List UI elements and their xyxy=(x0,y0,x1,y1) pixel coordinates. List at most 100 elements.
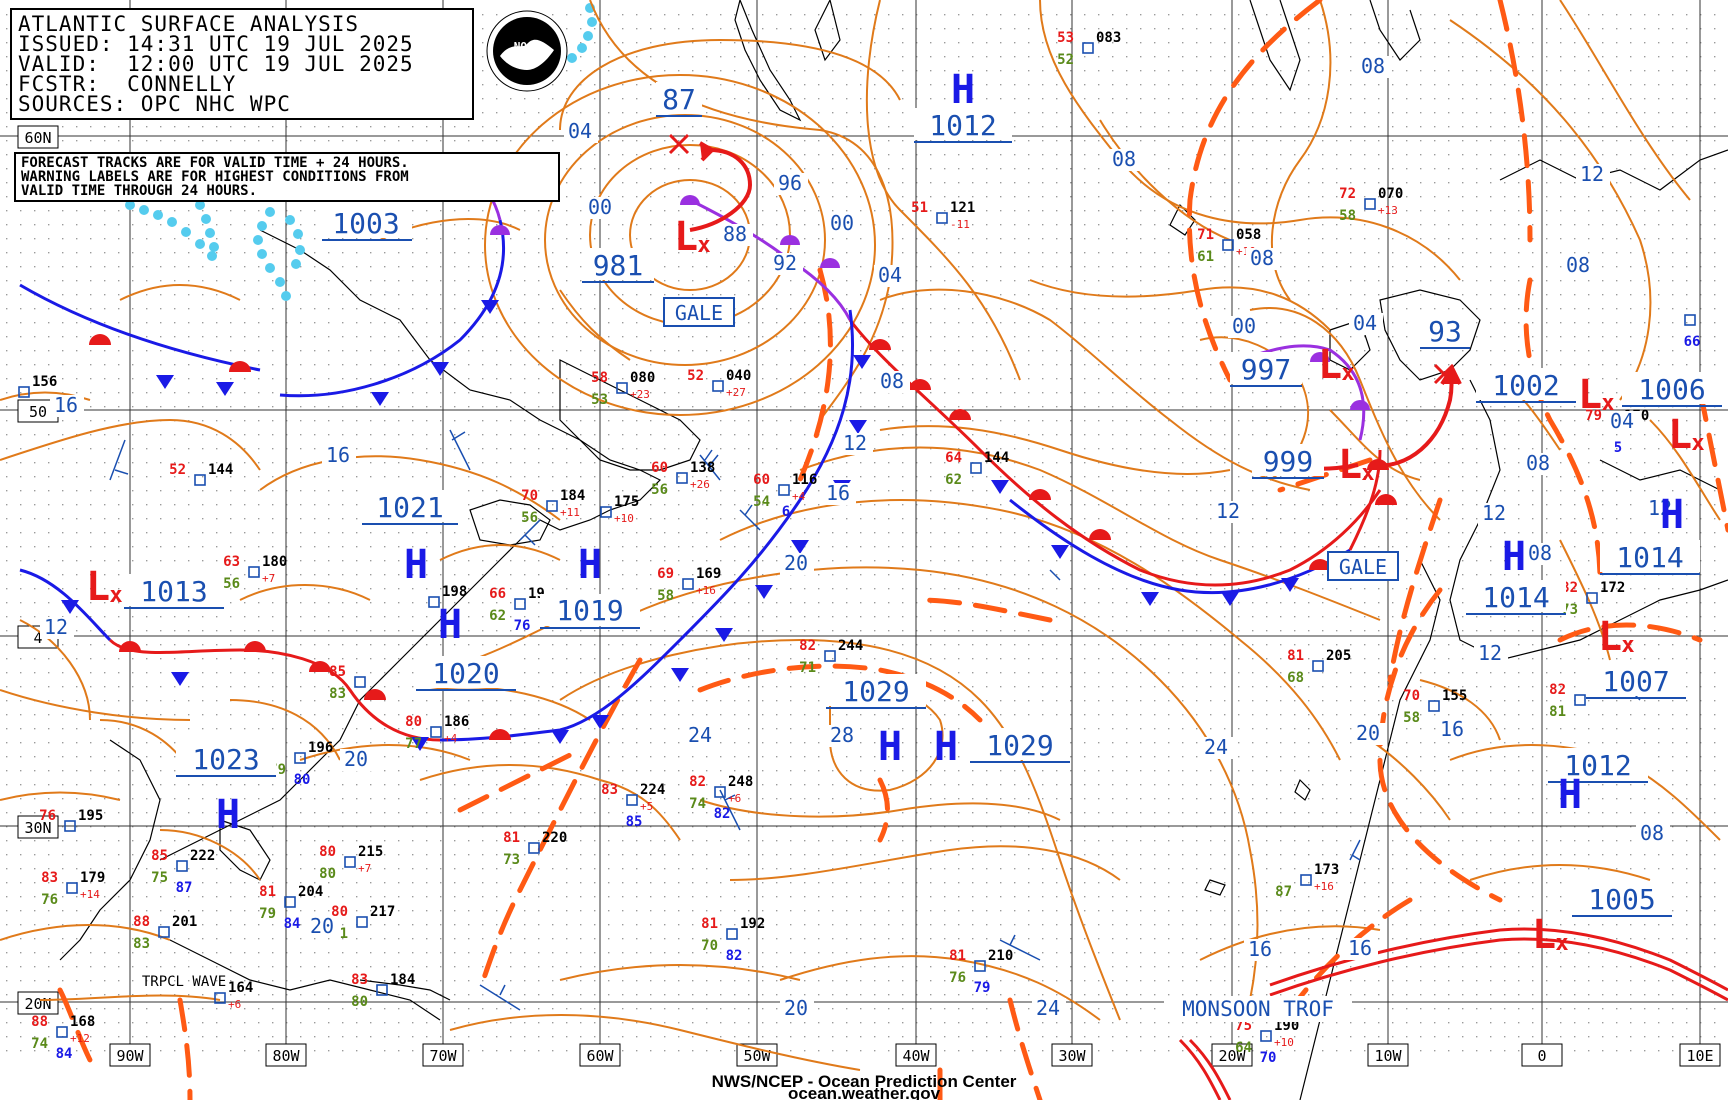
station-plot: 76 195 xyxy=(39,808,103,832)
station-dewpoint: 77 xyxy=(405,736,422,752)
station-pressure: 083 xyxy=(1096,30,1121,46)
station-plot: 83 179 +14 76 xyxy=(41,870,105,908)
tropical-wave-label: TRPCL WAVE xyxy=(142,974,226,990)
warm-front-semicircle xyxy=(869,339,891,350)
station-pressure: 172 xyxy=(1600,580,1625,596)
station-temperature: 52 xyxy=(169,462,186,478)
isobar-label: 88 xyxy=(723,222,747,246)
high-center: H 1029 xyxy=(934,724,1070,770)
isobar-label-bg xyxy=(1344,938,1378,960)
longitude-label: 0 xyxy=(1537,1047,1546,1065)
svg-text:H: H xyxy=(1660,492,1684,538)
station-marker xyxy=(176,860,188,872)
high-value: 1019 xyxy=(556,594,623,627)
svg-text:x: x xyxy=(1621,633,1634,658)
station-dewpoint: 70 xyxy=(701,938,718,954)
low-value: 981 xyxy=(593,249,644,282)
isobar-label-bg xyxy=(876,371,910,393)
logo-text: NOAA xyxy=(514,40,541,53)
station-pressure: 224 xyxy=(640,782,665,798)
station-plot: 60 116 +4 54 6 xyxy=(753,472,817,520)
station-pressure: 196 xyxy=(308,740,333,756)
isobar-label: 16 xyxy=(826,481,850,505)
station-pressure: 205 xyxy=(1326,648,1351,664)
station-temperature: 52 xyxy=(687,368,704,384)
isobar-label-bg xyxy=(1522,453,1556,475)
station-extra-value: 76 xyxy=(514,618,531,634)
high-value: 1020 xyxy=(432,657,499,690)
isobar-label-bg xyxy=(1562,255,1596,277)
station-marker xyxy=(1586,592,1598,604)
station-pressure-tendency: +6 xyxy=(228,998,241,1011)
isobar-label: 04 xyxy=(1353,311,1377,335)
isobar-label: 16 xyxy=(1440,717,1464,741)
svg-text:x: x xyxy=(1555,931,1568,956)
station-dewpoint: 58 xyxy=(1339,208,1356,224)
latitude-label-box xyxy=(17,991,59,1015)
svg-text:H: H xyxy=(1558,772,1582,818)
longitude-label: 20W xyxy=(1218,1047,1246,1065)
station-dewpoint: 56 xyxy=(223,576,240,592)
station-marker xyxy=(430,726,442,738)
svg-text:L: L xyxy=(1318,342,1342,388)
isobar-label-bg xyxy=(780,553,814,575)
footer-url: ocean.weather.gov xyxy=(787,1088,941,1100)
station-extra-value: 79 xyxy=(974,980,991,996)
warm-front-semicircle xyxy=(229,361,251,372)
longitude-label-box xyxy=(1679,1043,1721,1067)
longitude-label-box xyxy=(579,1043,621,1067)
svg-text:L: L xyxy=(86,564,110,610)
isobar-label-bg xyxy=(306,916,340,938)
station-plot: 64 144 62 xyxy=(945,450,1009,488)
isobar-label-bg xyxy=(50,395,84,417)
cold-front-triangle xyxy=(1281,578,1299,592)
isobar-label: 08 xyxy=(1566,253,1590,277)
station-pressure: 192 xyxy=(740,916,765,932)
svg-text:x: x xyxy=(1691,431,1704,456)
warm-front-semicircle xyxy=(364,689,386,700)
monsoon-trough-label: MONSOON TROF xyxy=(1182,997,1334,1021)
station-pressure: 179 xyxy=(80,870,105,886)
station-plot: 88 201 83 xyxy=(133,914,197,952)
cold-front-triangle xyxy=(853,355,871,369)
warm-front-semicircle xyxy=(1375,494,1397,505)
station-temperature: 71 xyxy=(1197,227,1214,243)
forecast-note-box: FORECAST TRACKS ARE FOR VALID TIME + 24 … xyxy=(14,152,560,202)
low-pressure-centers: L x 981 L x 997 L x 999 1002 L x xyxy=(86,214,1722,958)
cold-front-triangle xyxy=(1051,545,1069,559)
latitude-label: 4 xyxy=(33,629,42,647)
isobar-label: 20 xyxy=(1356,721,1380,745)
warm-front-semicircle xyxy=(1309,559,1331,570)
station-dewpoint: 56 xyxy=(651,482,668,498)
station-temperature: 83 xyxy=(351,972,368,988)
cold-front-triangle xyxy=(171,672,189,686)
isobar-label: 08 xyxy=(1640,821,1664,845)
svg-text:L: L xyxy=(1668,412,1692,458)
station-extra-value: 5 xyxy=(1614,440,1622,456)
occluded-front-symbol xyxy=(1350,400,1370,410)
station-marker xyxy=(546,500,558,512)
high-value: 1014 xyxy=(1482,581,1549,614)
station-marker xyxy=(64,820,76,832)
station-pressure: 244 xyxy=(838,638,863,654)
station-pressure-tendency: -11 xyxy=(950,218,970,231)
isobar-label-bg xyxy=(1636,823,1670,845)
svg-text:x: x xyxy=(109,583,122,608)
station-dewpoint: 75 xyxy=(151,870,168,886)
note-line-3: VALID TIME THROUGH 24 HOURS. xyxy=(21,183,258,199)
station-marker xyxy=(294,752,306,764)
station-dewpoint: 73 xyxy=(503,852,520,868)
high-center: H 1014 xyxy=(1600,492,1700,575)
warm-front-semicircle xyxy=(309,661,331,672)
station-pressure: 144 xyxy=(208,462,233,478)
station-plot: 81 204 79 84 xyxy=(259,884,323,932)
station-dewpoint: 71 xyxy=(799,660,816,676)
station-plot: 66 xyxy=(1684,314,1700,350)
isobar-label-bg xyxy=(1524,543,1558,565)
isobar-label: 24 xyxy=(688,723,712,747)
svg-text:x: x xyxy=(697,233,710,258)
low-value: 1006 xyxy=(1638,373,1705,406)
station-marker xyxy=(354,676,366,688)
